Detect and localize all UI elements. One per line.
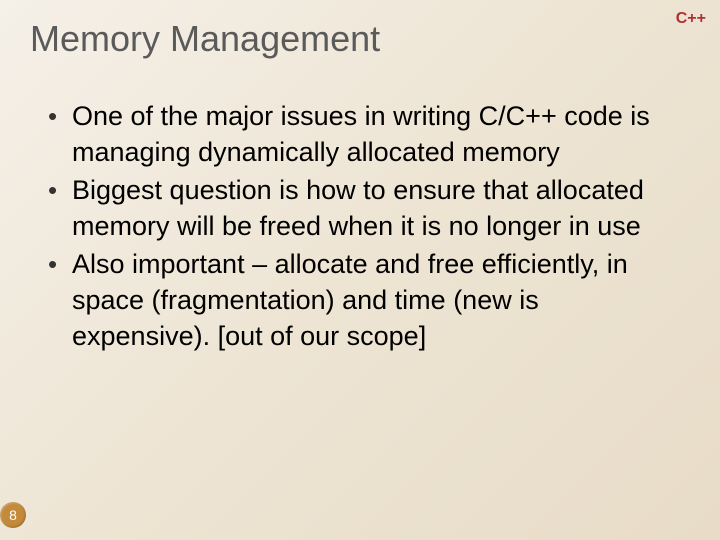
slide-title: Memory Management	[30, 18, 380, 60]
slide-content: • One of the major issues in writing C/C…	[48, 98, 680, 356]
bullet-item: • Also important – allocate and free eff…	[48, 246, 680, 354]
bullet-text: Biggest question is how to ensure that a…	[72, 172, 680, 244]
bullet-text: Also important – allocate and free effic…	[72, 246, 680, 354]
page-number-badge: 8	[0, 502, 26, 528]
bullet-marker-icon: •	[48, 98, 62, 134]
bullet-text: One of the major issues in writing C/C++…	[72, 98, 680, 170]
bullet-item: • One of the major issues in writing C/C…	[48, 98, 680, 170]
bullet-item: • Biggest question is how to ensure that…	[48, 172, 680, 244]
language-badge: C++	[676, 10, 706, 28]
bullet-marker-icon: •	[48, 172, 62, 208]
bullet-marker-icon: •	[48, 246, 62, 282]
slide: Memory Management C++ • One of the major…	[0, 0, 720, 540]
